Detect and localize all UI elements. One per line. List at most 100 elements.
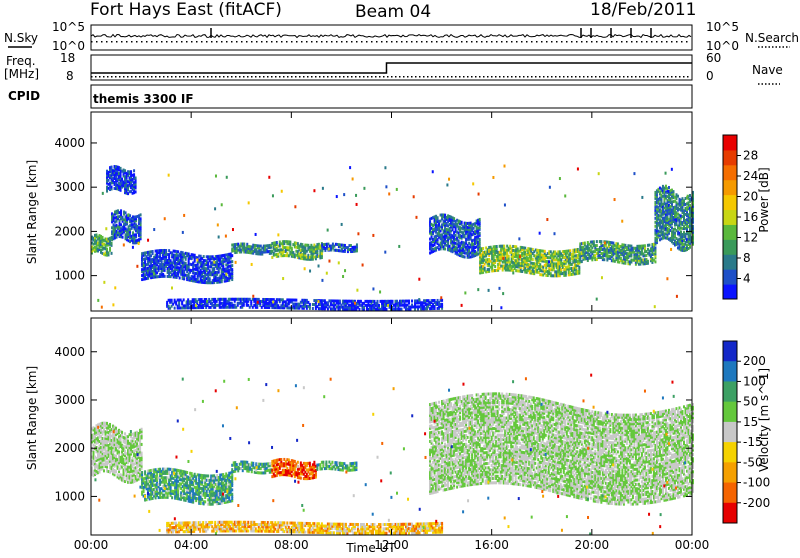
- heatmap-cell: [186, 252, 189, 256]
- heatmap-cell: [536, 268, 539, 272]
- heatmap-cell: [128, 452, 131, 456]
- heatmap-cell: [137, 434, 140, 438]
- heatmap-cell: [687, 219, 690, 223]
- nsky-tick-top: 10^5: [52, 20, 85, 34]
- heatmap-cell: [175, 273, 178, 277]
- heatmap-cell: [528, 263, 531, 267]
- heatmap-cell: [141, 270, 144, 274]
- heatmap-cell: [506, 258, 509, 262]
- heatmap-cell: [208, 273, 211, 277]
- heatmap-cell: [460, 226, 463, 230]
- heatmap-cell: [628, 260, 631, 264]
- heatmap-cell: [264, 246, 267, 250]
- heatmap-cell: [121, 225, 124, 229]
- heatmap-cell: [684, 212, 687, 216]
- heatmap-cell: [95, 243, 98, 247]
- heatmap-cell: [667, 193, 670, 197]
- heatmap-cell: [150, 274, 153, 278]
- heatmap-cell: [645, 254, 648, 258]
- heatmap-cell: [660, 229, 663, 233]
- heatmap-cell: [119, 172, 122, 176]
- heatmap-cell: [118, 476, 121, 480]
- heatmap-cell: [533, 250, 536, 254]
- heatmap-cell: [477, 240, 480, 244]
- heatmap-cell: [666, 218, 669, 222]
- heatmap-cell: [657, 189, 660, 193]
- heatmap-cell: [685, 202, 688, 206]
- heatmap-cell: [459, 252, 462, 256]
- heatmap-cell: [528, 253, 531, 257]
- heatmap-cell: [186, 274, 189, 278]
- heatmap-cell: [530, 255, 533, 259]
- heatmap-cell: [533, 272, 536, 276]
- heatmap-cell: [154, 271, 157, 275]
- heatmap-cell: [482, 266, 485, 270]
- heatmap-cell: [655, 219, 658, 223]
- heatmap-cell: [466, 251, 469, 255]
- heatmap-cell: [304, 249, 307, 253]
- heatmap-cell: [472, 230, 475, 234]
- heatmap-cell: [681, 223, 684, 227]
- heatmap-cell: [94, 239, 97, 243]
- heatmap-cell: [592, 240, 595, 244]
- heatmap-cell: [220, 297, 223, 301]
- heatmap-cell: [107, 444, 110, 448]
- heatmap-cell: [133, 217, 136, 221]
- heatmap-cell: [112, 437, 115, 441]
- heatmap-cell: [157, 275, 160, 279]
- heatmap-cell: [144, 269, 147, 273]
- heatmap-cell: [137, 468, 140, 472]
- heatmap-cell: [497, 262, 500, 266]
- heatmap-cell: [460, 254, 463, 258]
- heatmap-cell: [103, 451, 106, 455]
- heatmap-cell: [165, 258, 168, 262]
- heatmap-cell: [672, 215, 675, 219]
- heatmap-cell: [217, 278, 220, 282]
- heatmap-cell: [113, 169, 116, 173]
- heatmap-cell: [466, 237, 469, 241]
- heatmap-cell: [98, 240, 101, 244]
- heatmap-cell: [110, 447, 113, 451]
- heatmap-cell: [475, 245, 478, 249]
- heatmap-cell: [134, 431, 137, 435]
- heatmap-cell: [621, 219, 624, 223]
- heatmap-cell: [124, 458, 127, 462]
- heatmap-cell: [274, 241, 277, 245]
- heatmap-cell: [684, 196, 687, 200]
- heatmap-cell: [91, 449, 93, 453]
- heatmap-cell: [545, 253, 548, 257]
- heatmap-cell: [498, 244, 501, 248]
- heatmap-cell: [228, 258, 231, 262]
- heatmap-cell: [486, 264, 489, 268]
- heatmap-cell: [672, 212, 675, 216]
- heatmap-cell: [433, 239, 436, 243]
- heatmap-cell: [134, 466, 137, 470]
- heatmap-cell: [298, 248, 301, 252]
- heatmap-cell: [567, 269, 570, 273]
- heatmap-cell: [113, 445, 116, 449]
- heatmap-cell: [465, 227, 468, 231]
- heatmap-cell: [144, 498, 147, 502]
- heatmap-cell: [224, 305, 227, 309]
- heatmap-cell: [478, 237, 481, 241]
- heatmap-cell: [133, 175, 136, 179]
- heatmap-cell: [192, 253, 195, 257]
- heatmap-cell: [171, 269, 174, 273]
- heatmap-cell: [187, 304, 190, 308]
- heatmap-cell: [136, 456, 139, 460]
- heatmap-cell: [563, 255, 566, 259]
- heatmap-cell: [136, 441, 139, 445]
- heatmap-cell: [192, 269, 195, 273]
- heatmap-cell: [622, 251, 625, 255]
- heatmap-cell: [138, 222, 141, 226]
- heatmap-cell: [513, 261, 516, 265]
- heatmap-cell: [232, 247, 235, 251]
- heatmap-cell: [121, 465, 124, 469]
- heatmap-cell: [637, 244, 640, 248]
- heatmap-cell: [661, 216, 664, 220]
- heatmap-cell: [660, 195, 663, 199]
- heatmap-cell: [466, 233, 469, 237]
- heatmap-cell: [109, 184, 112, 188]
- heatmap-cell: [130, 452, 133, 456]
- heatmap-cell: [129, 236, 132, 240]
